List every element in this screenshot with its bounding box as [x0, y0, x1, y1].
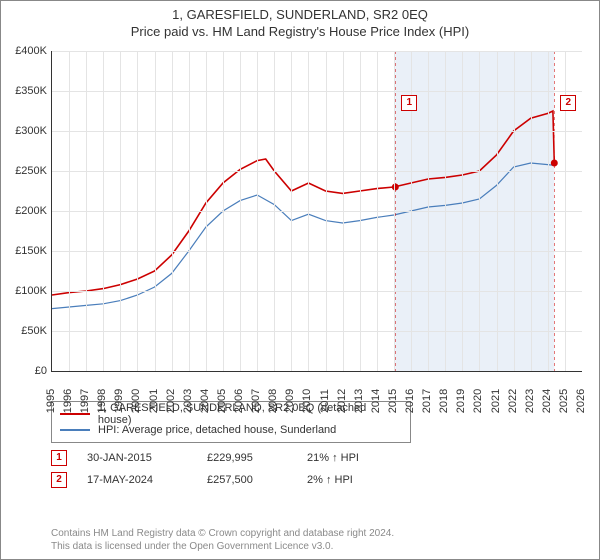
footer: Contains HM Land Registry data © Crown c…	[51, 528, 571, 553]
x-axis-label: 2021	[490, 389, 502, 413]
chart-area: 12	[51, 51, 582, 372]
event-row: 1 30-JAN-2015 £229,995 21% ↑ HPI	[51, 447, 571, 469]
x-axis-label: 1998	[96, 389, 108, 413]
title-address: 1, GARESFIELD, SUNDERLAND, SR2 0EQ	[1, 7, 599, 22]
legend-item: 1, GARESFIELD, SUNDERLAND, SR2 0EQ (deta…	[60, 406, 402, 422]
x-axis-label: 2012	[336, 389, 348, 413]
event-delta: 2% ↑ HPI	[307, 474, 427, 486]
x-axis-label: 1997	[79, 389, 91, 413]
legend-label: HPI: Average price, detached house, Sund…	[98, 424, 336, 436]
event-date: 30-JAN-2015	[87, 452, 207, 464]
x-axis-label: 2013	[353, 389, 365, 413]
x-axis-label: 2015	[387, 389, 399, 413]
y-axis-label: £0	[7, 365, 47, 377]
x-axis-label: 2003	[182, 389, 194, 413]
x-axis-label: 2006	[233, 389, 245, 413]
y-axis-label: £150K	[7, 245, 47, 257]
legend-swatch	[60, 413, 90, 415]
titles: 1, GARESFIELD, SUNDERLAND, SR2 0EQ Price…	[1, 1, 599, 39]
event-marker: 2	[560, 95, 576, 111]
event-marker: 1	[51, 450, 67, 466]
events-table: 1 30-JAN-2015 £229,995 21% ↑ HPI 2 17-MA…	[51, 447, 571, 491]
x-axis-label: 2022	[507, 389, 519, 413]
y-axis-label: £100K	[7, 285, 47, 297]
y-axis-label: £200K	[7, 205, 47, 217]
legend-swatch	[60, 429, 90, 431]
x-axis-label: 2004	[199, 389, 211, 413]
x-axis-label: 1995	[45, 389, 57, 413]
title-subtitle: Price paid vs. HM Land Registry's House …	[1, 22, 599, 39]
event-marker: 2	[51, 472, 67, 488]
y-axis-label: £400K	[7, 45, 47, 57]
x-axis-label: 2002	[165, 389, 177, 413]
y-axis-label: £350K	[7, 85, 47, 97]
x-axis-label: 2023	[524, 389, 536, 413]
x-axis-label: 2017	[421, 389, 433, 413]
event-date: 17-MAY-2024	[87, 474, 207, 486]
x-axis-label: 2000	[130, 389, 142, 413]
x-axis-label: 2009	[284, 389, 296, 413]
x-axis-label: 2025	[558, 389, 570, 413]
x-axis-label: 2018	[438, 389, 450, 413]
event-marker: 1	[401, 95, 417, 111]
x-axis-label: 2011	[319, 389, 331, 413]
footer-line: This data is licensed under the Open Gov…	[51, 541, 571, 554]
y-axis-label: £300K	[7, 125, 47, 137]
event-row: 2 17-MAY-2024 £257,500 2% ↑ HPI	[51, 469, 571, 491]
event-price: £257,500	[207, 474, 307, 486]
x-axis-label: 2019	[455, 389, 467, 413]
x-axis-label: 2005	[216, 389, 228, 413]
event-delta: 21% ↑ HPI	[307, 452, 427, 464]
x-axis-label: 2014	[370, 389, 382, 413]
chart-container: 1, GARESFIELD, SUNDERLAND, SR2 0EQ Price…	[0, 0, 600, 560]
x-axis-label: 2007	[250, 389, 262, 413]
x-axis-label: 2024	[541, 389, 553, 413]
x-axis-label: 2010	[301, 389, 313, 413]
x-axis-label: 2016	[404, 389, 416, 413]
x-axis-label: 2001	[148, 389, 160, 413]
event-price: £229,995	[207, 452, 307, 464]
footer-line: Contains HM Land Registry data © Crown c…	[51, 528, 571, 541]
x-axis-label: 1999	[113, 389, 125, 413]
x-axis-label: 2026	[575, 389, 587, 413]
y-axis-label: £50K	[7, 325, 47, 337]
x-axis-label: 2008	[267, 389, 279, 413]
x-axis-label: 2020	[472, 389, 484, 413]
x-axis-label: 1996	[62, 389, 74, 413]
y-axis-label: £250K	[7, 165, 47, 177]
